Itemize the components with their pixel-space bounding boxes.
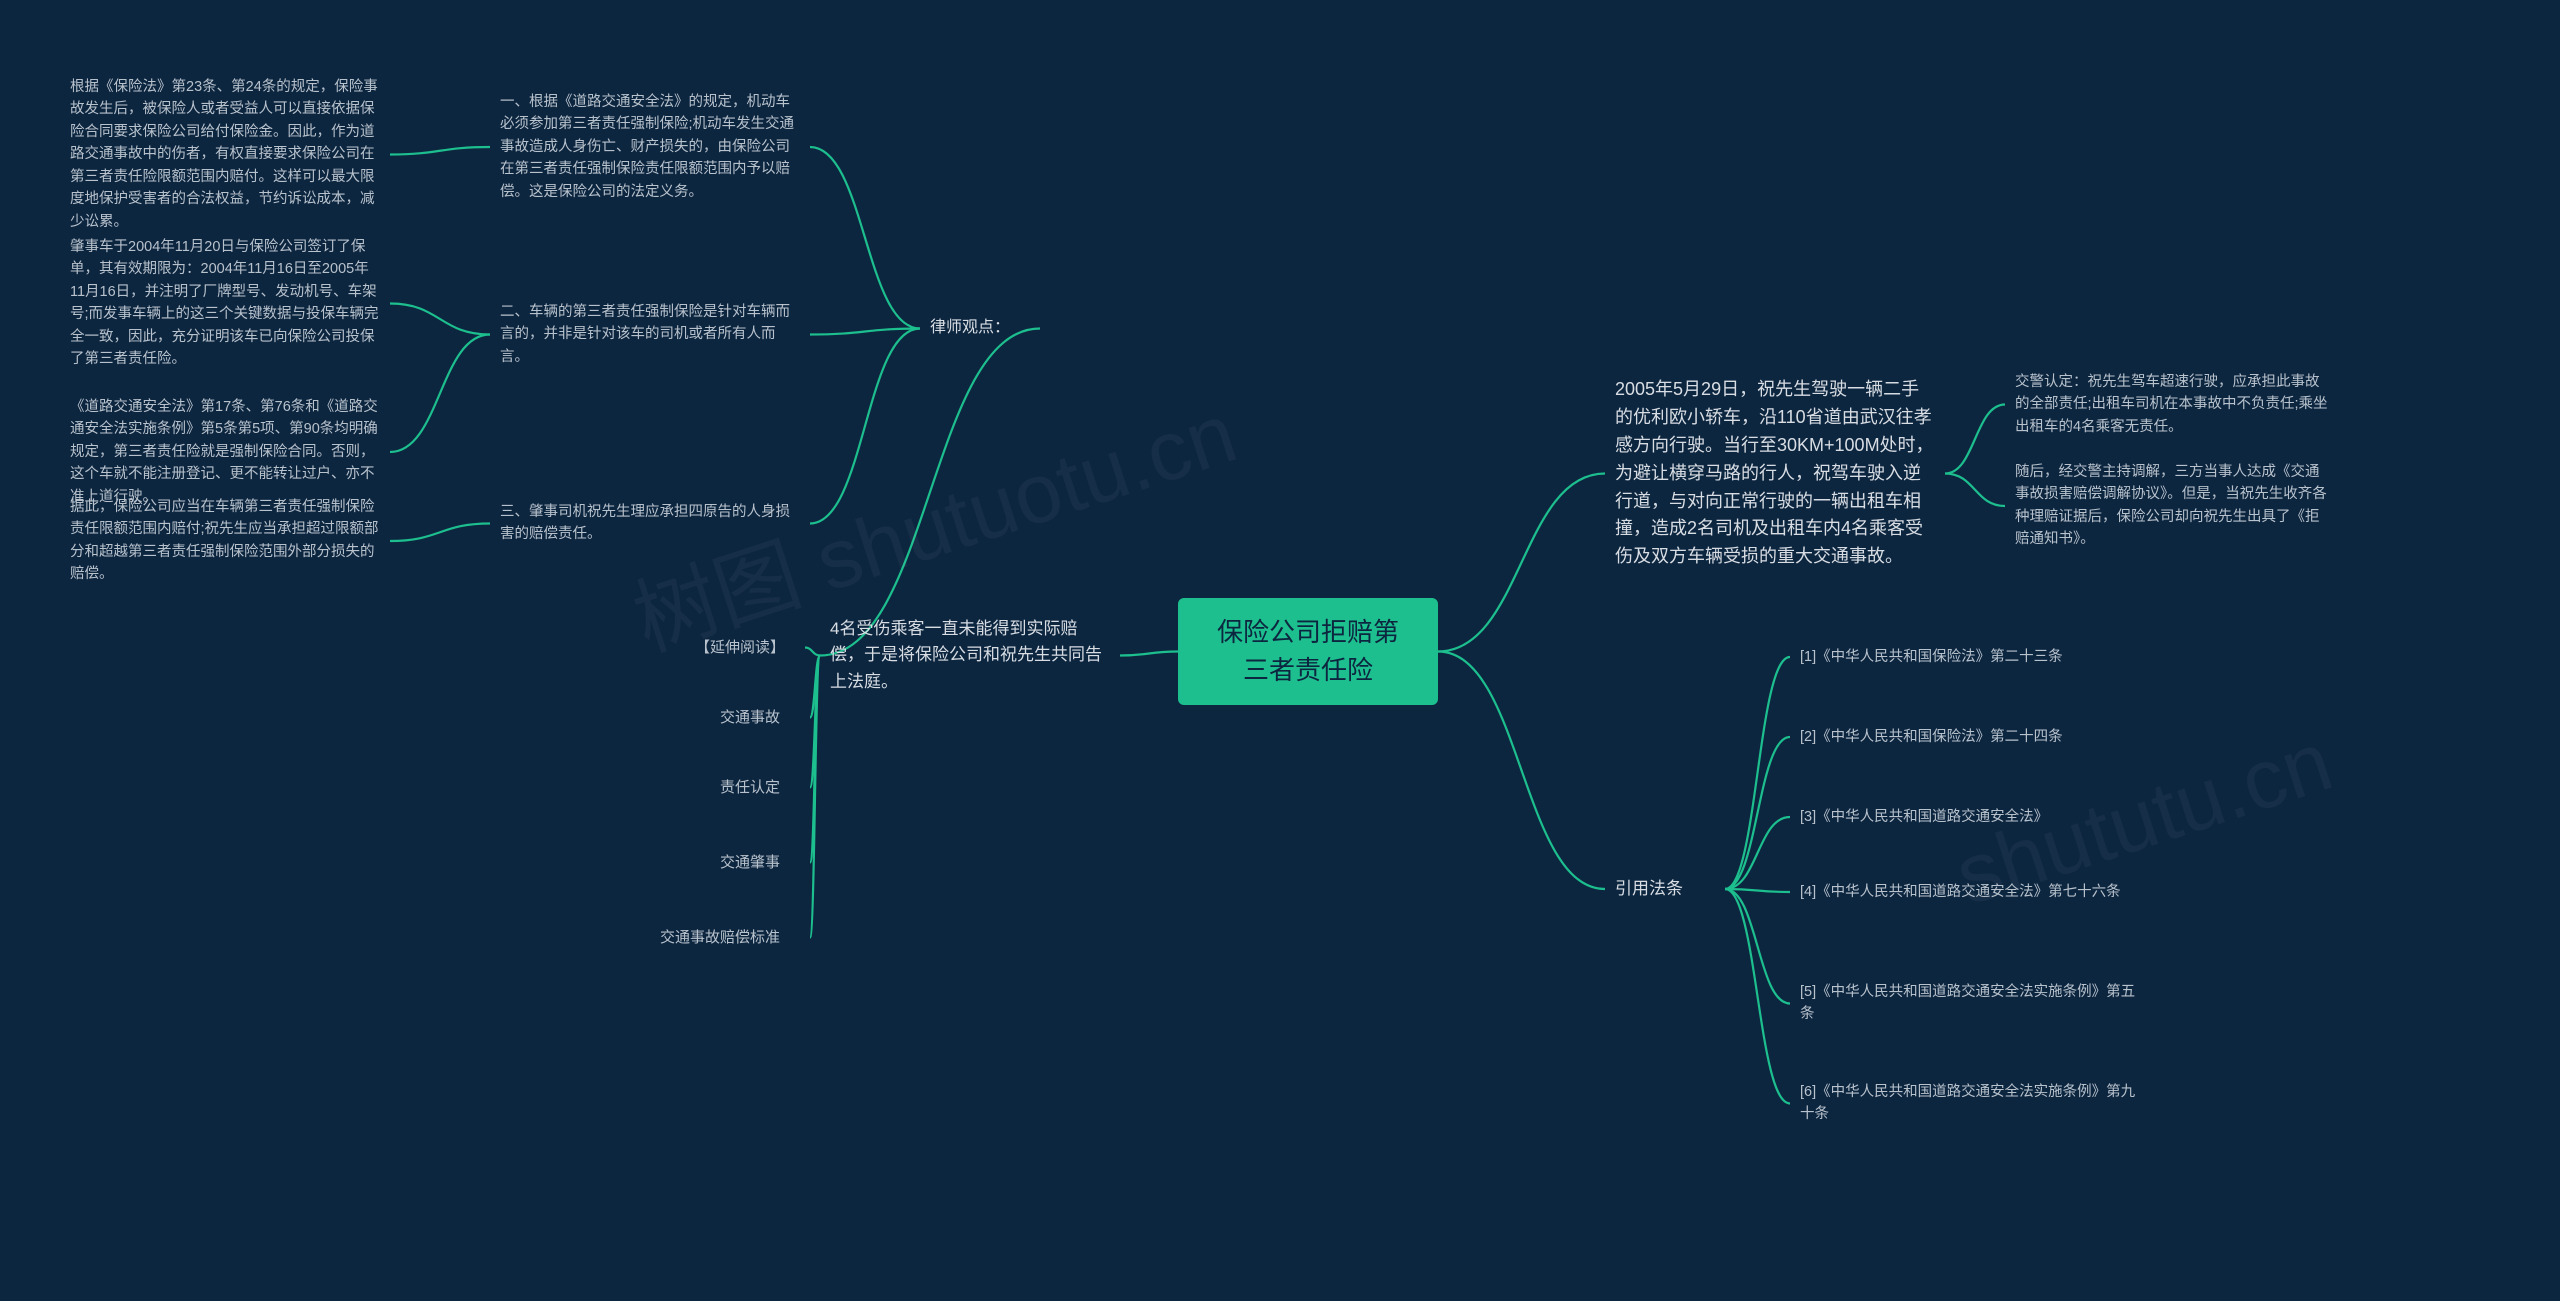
cites-label: 引用法条: [1605, 870, 1725, 908]
root-node: 保险公司拒赔第三者责任险: [1178, 598, 1438, 705]
cite-0: [1]《中华人民共和国保险法》第二十三条: [1790, 640, 2150, 674]
cite-4: [5]《中华人民共和国道路交通安全法实施条例》第五条: [1790, 975, 2150, 1032]
lawyer-leaf-2-0: 据此，保险公司应当在车辆第三者责任强制保险责任限额范围内赔付;祝先生应当承担超过…: [60, 490, 390, 592]
cite-5: [6]《中华人民共和国道路交通安全法实施条例》第九十条: [1790, 1075, 2150, 1132]
case-summary: 2005年5月29日，祝先生驾驶一辆二手的优利欧小轿车，沿110省道由武汉往孝感…: [1605, 370, 1945, 577]
left-resp: 责任认定: [710, 770, 810, 805]
lawyer-leaf-0-0: 根据《保险法》第23条、第24条的规定，保险事故发生后，被保险人或者受益人可以直…: [60, 70, 390, 239]
left-std: 交通事故赔偿标准: [650, 920, 810, 955]
left-acc: 交通事故: [710, 700, 810, 735]
lawyer-point-2: 三、肇事司机祝先生理应承担四原告的人身损害的赔偿责任。: [490, 495, 810, 552]
lawyer-point-1: 二、车辆的第三者责任强制保险是针对车辆而言的，并非是针对该车的司机或者所有人而言…: [490, 295, 810, 374]
lawyer-point-0: 一、根据《道路交通安全法》的规定，机动车必须参加第三者责任强制保险;机动车发生交…: [490, 85, 810, 209]
cite-2: [3]《中华人民共和国道路交通安全法》: [1790, 800, 2150, 834]
case-detail-1: 随后，经交警主持调解，三方当事人达成《交通事故损害赔偿调解协议》。但是，当祝先生…: [2005, 455, 2340, 557]
left-lawyer: 律师观点：: [920, 310, 1040, 347]
left-cause: 交通肇事: [710, 845, 810, 880]
cite-1: [2]《中华人民共和国保险法》第二十四条: [1790, 720, 2150, 754]
left-ext: 【延伸阅读】: [685, 630, 805, 665]
left-main: 4名受伤乘客一直未能得到实际赔偿，于是将保险公司和祝先生共同告上法庭。: [820, 610, 1120, 701]
cite-3: [4]《中华人民共和国道路交通安全法》第七十六条: [1790, 875, 2150, 909]
case-detail-0: 交警认定：祝先生驾车超速行驶，应承担此事故的全部责任;出租车司机在本事故中不负责…: [2005, 365, 2340, 444]
lawyer-leaf-1-0: 肇事车于2004年11月20日与保险公司签订了保单，其有效期限为：2004年11…: [60, 230, 390, 377]
